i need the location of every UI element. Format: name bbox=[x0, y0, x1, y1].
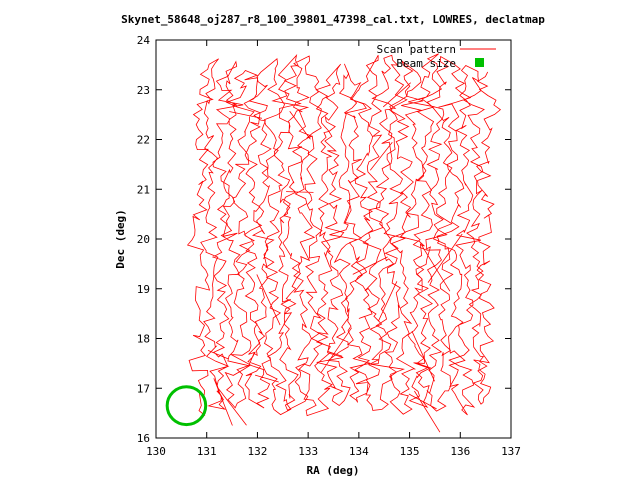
y-tick-label: 24 bbox=[137, 34, 151, 47]
y-axis-label: Dec (deg) bbox=[114, 209, 127, 269]
x-tick-label: 130 bbox=[146, 445, 166, 458]
x-tick-label: 135 bbox=[400, 445, 420, 458]
legend: Scan pattern Beam size bbox=[377, 43, 496, 70]
x-tick-label: 133 bbox=[298, 445, 318, 458]
legend-beam-swatch bbox=[475, 58, 484, 67]
x-tick-label: 131 bbox=[197, 445, 217, 458]
x-tick-label: 137 bbox=[501, 445, 521, 458]
beam-size-circle bbox=[165, 385, 208, 427]
y-tick-label: 17 bbox=[137, 382, 150, 395]
x-tick-label: 136 bbox=[450, 445, 470, 458]
scan-pattern-line bbox=[186, 53, 502, 433]
legend-scan-label: Scan pattern bbox=[377, 43, 456, 56]
chart-title: Skynet_58648_oj287_r8_100_39801_47398_ca… bbox=[121, 13, 545, 26]
y-tick-label: 23 bbox=[137, 84, 150, 97]
y-tick-label: 16 bbox=[137, 432, 150, 445]
y-tick-label: 22 bbox=[137, 134, 150, 147]
scan-pattern-layer bbox=[186, 53, 502, 433]
y-axis-ticks: 16 17 18 19 20 21 22 23 24 bbox=[137, 34, 511, 445]
y-tick-label: 20 bbox=[137, 233, 150, 246]
x-tick-label: 134 bbox=[349, 445, 369, 458]
y-tick-label: 21 bbox=[137, 183, 150, 196]
y-tick-label: 18 bbox=[137, 333, 150, 346]
beam-layer bbox=[165, 385, 208, 427]
y-tick-label: 19 bbox=[137, 283, 150, 296]
x-axis-label: RA (deg) bbox=[307, 464, 360, 477]
x-axis-ticks: 130 131 132 133 134 135 136 137 bbox=[146, 40, 521, 458]
x-tick-label: 132 bbox=[247, 445, 267, 458]
legend-beam-label: Beam size bbox=[396, 57, 456, 70]
